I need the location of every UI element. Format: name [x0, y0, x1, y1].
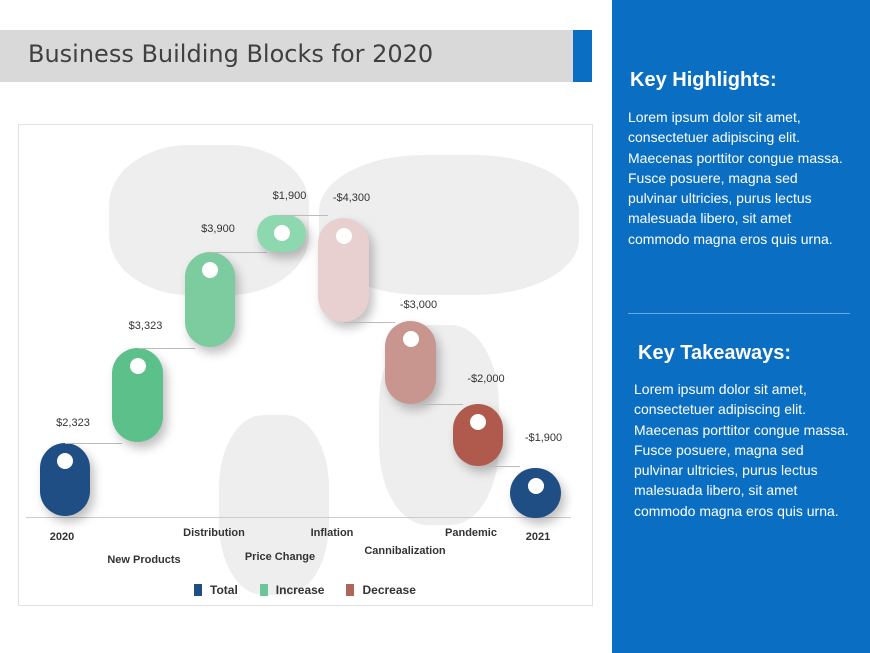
- bar-new-products: [112, 348, 163, 442]
- value-label: $1,900: [272, 190, 307, 202]
- value-label: $2,323: [56, 417, 90, 429]
- bar-pandemic: [453, 404, 503, 466]
- connector-line: [410, 404, 463, 405]
- legend-item-total: Total: [194, 583, 238, 597]
- bar-2021: [510, 468, 561, 518]
- category-label: Distribution: [183, 527, 245, 539]
- category-label: 2020: [49, 531, 75, 543]
- value-label: $3,900: [201, 223, 235, 235]
- bar-dot: [57, 453, 73, 469]
- bar-dot: [527, 478, 544, 494]
- legend-item-increase: Increase: [259, 583, 325, 597]
- legend-label: Total: [210, 583, 238, 597]
- connector-line: [137, 348, 195, 349]
- value-label: -$2,000: [467, 373, 505, 385]
- bar-dot: [402, 331, 419, 347]
- bar-dot: [273, 225, 290, 241]
- highlights-text: Lorem ipsum dolor sit amet, consectetuer…: [628, 109, 843, 247]
- legend-swatch: [194, 584, 202, 596]
- bar-inflation: [318, 218, 369, 322]
- bar-cannibalization: [385, 321, 436, 404]
- bar-distribution: [185, 252, 235, 347]
- bar-dot: [335, 228, 352, 244]
- title-accent: [573, 30, 592, 82]
- connector-line: [65, 443, 122, 444]
- legend-label: Decrease: [362, 583, 416, 597]
- bar-dot: [470, 414, 486, 430]
- category-label: Cannibalization: [364, 545, 446, 557]
- value-label: -$1,900: [524, 432, 563, 444]
- title-bar: [0, 30, 573, 82]
- category-label: 2021: [525, 531, 551, 543]
- takeaways-heading: Key Takeaways:: [638, 342, 792, 364]
- value-label: $3,323: [128, 320, 163, 332]
- connector-line: [343, 322, 395, 323]
- world-map-shape: [219, 415, 329, 595]
- highlights-heading: Key Highlights:: [630, 69, 777, 91]
- category-label: Price Change: [244, 551, 316, 563]
- legend-swatch: [346, 584, 355, 596]
- bar-dot: [129, 358, 146, 374]
- category-label: Inflation: [310, 527, 354, 539]
- legend-swatch: [259, 584, 268, 596]
- takeaways-text: Lorem ipsum dolor sit amet, consectetuer…: [634, 381, 849, 519]
- bar-2020: [40, 443, 90, 516]
- connector-line: [210, 252, 267, 253]
- connector-line: [281, 215, 328, 216]
- chart-area: [18, 124, 593, 606]
- bar-price-change: [257, 215, 306, 252]
- value-label: -$4,300: [332, 192, 371, 204]
- category-label: New Products: [107, 554, 181, 566]
- chart-baseline: [26, 517, 571, 518]
- value-label: -$3,000: [399, 299, 438, 311]
- legend-item-decrease: Decrease: [346, 583, 416, 597]
- connector-line: [478, 466, 520, 467]
- page-title: Business Building Blocks for 2020: [28, 40, 434, 68]
- legend-label: Increase: [275, 583, 325, 597]
- bar-dot: [202, 262, 218, 278]
- category-label: Pandemic: [445, 527, 497, 539]
- divider: [628, 313, 850, 314]
- chart-legend: Total Increase Decrease: [194, 583, 416, 597]
- side-panel: Key Highlights: Lorem ipsum dolor sit am…: [612, 0, 870, 653]
